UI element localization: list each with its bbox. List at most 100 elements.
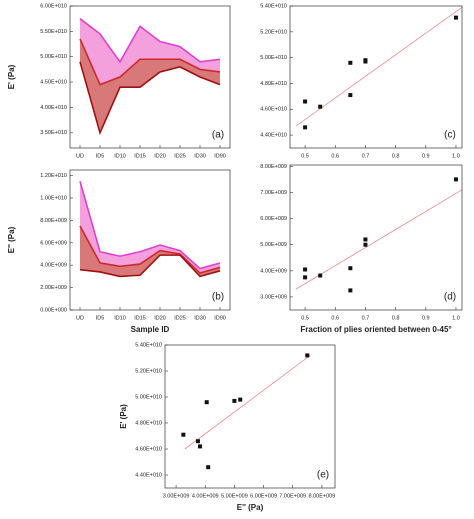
point <box>318 273 323 278</box>
x-tick-label: ID10 <box>114 153 126 159</box>
y-tick-label: 5.50E+010 <box>40 29 67 35</box>
x-tick-label: ID90 <box>214 315 226 321</box>
plot-frame <box>69 169 231 311</box>
point <box>181 432 186 437</box>
plot-frame <box>164 344 336 489</box>
y-tick-label: 4.80E+010 <box>260 81 287 87</box>
band-area <box>80 18 220 85</box>
point <box>363 242 368 247</box>
y-tick-label: 5.40E+010 <box>135 342 162 348</box>
series-line <box>79 180 221 270</box>
y-tick-label: 8.00E+009 <box>260 164 287 170</box>
y-tick-label: 0.00E+000 <box>40 307 67 313</box>
y-tick-label: 4.00E+010 <box>40 105 67 111</box>
series-line <box>79 225 221 274</box>
x-tick-label: 6.00E+009 <box>250 493 277 499</box>
y-tick-label: 1.20E+010 <box>40 173 67 179</box>
point <box>303 99 308 104</box>
y-tick-label: 3.00E+009 <box>260 294 287 300</box>
panel-label: (a) <box>212 130 224 141</box>
x-tick-label: 5.00E+009 <box>221 493 248 499</box>
x-tick-label: ID90 <box>214 153 226 159</box>
point <box>348 266 353 271</box>
x-tick-label: 8.00E+009 <box>308 493 335 499</box>
y-tick-label: 5.00E+010 <box>260 55 287 61</box>
point <box>303 125 308 130</box>
point <box>197 444 202 449</box>
y-tick-label: 7.00E+009 <box>260 190 287 196</box>
x-tick-label: ID20 <box>154 153 166 159</box>
series-line <box>79 61 221 136</box>
panel-label: (b) <box>212 292 224 303</box>
point <box>363 237 368 242</box>
series-line <box>79 18 221 64</box>
point <box>305 353 310 358</box>
y-tick-label: 1.00E+010 <box>40 195 67 201</box>
point <box>348 93 353 98</box>
y-tick-label: 5.40E+010 <box>260 3 287 9</box>
x-tick-label: ID25 <box>174 315 186 321</box>
y-tick-label: 5.00E+010 <box>40 54 67 60</box>
x-tick-label: 0.5 <box>301 315 309 321</box>
panel-label: (e) <box>317 470 329 481</box>
x-tick-label: ID10 <box>114 315 126 321</box>
point <box>348 288 353 293</box>
point <box>206 465 211 470</box>
y-tick-label: 4.60E+010 <box>260 107 287 113</box>
x-tick-label: 0.9 <box>422 315 430 321</box>
x-tick-label: 0.8 <box>392 153 400 159</box>
x-tick-label: 0.7 <box>362 153 370 159</box>
x-tick-label: 7.00E+009 <box>279 493 306 499</box>
series-line <box>79 38 221 86</box>
y-tick-label: 6.00E+009 <box>40 240 67 246</box>
y-tick-label: 2.00E+009 <box>40 285 67 291</box>
x-tick-label: ID15 <box>134 153 146 159</box>
point <box>238 397 243 402</box>
point <box>204 400 209 405</box>
x-tick-label: 0.6 <box>331 153 339 159</box>
y-tick-label: 5.00E+009 <box>260 242 287 248</box>
x-tick-label: 0.9 <box>422 153 430 159</box>
y-tick-label: 4.00E+009 <box>40 263 67 269</box>
x-tick-label: UD <box>76 153 84 159</box>
panel-label: (c) <box>444 130 456 141</box>
point <box>232 398 237 403</box>
point <box>453 177 458 182</box>
x-tick-label: ID30 <box>194 153 206 159</box>
y-tick-label: 8.00E+009 <box>40 218 67 224</box>
point <box>318 104 323 109</box>
y-tick-label: 5.20E+010 <box>260 29 287 35</box>
y-tick-label: 4.60E+010 <box>135 446 162 452</box>
y-axis-label: E'' (Pa) <box>7 226 16 253</box>
y-tick-label: 6.00E+010 <box>40 3 67 9</box>
y-tick-label: 4.40E+010 <box>260 133 287 139</box>
y-axis-label: E' (Pa) <box>7 64 16 89</box>
y-tick-label: 4.80E+010 <box>135 420 162 426</box>
x-tick-label: 1.0 <box>452 153 460 159</box>
point <box>303 275 308 280</box>
x-tick-label: 0.8 <box>392 315 400 321</box>
point <box>348 60 353 65</box>
x-axis-label: Sample ID <box>131 325 170 334</box>
trend-line <box>184 355 311 450</box>
x-tick-label: 0.5 <box>301 153 309 159</box>
x-tick-label: ID15 <box>134 315 146 321</box>
point <box>453 15 458 20</box>
panel-label: (d) <box>444 292 456 303</box>
y-tick-label: 4.40E+010 <box>135 472 162 478</box>
x-tick-label: ID25 <box>174 153 186 159</box>
trend-line <box>295 189 463 290</box>
x-tick-label: 0.7 <box>362 315 370 321</box>
plot-frame <box>69 5 231 149</box>
x-tick-label: 4.00E+009 <box>192 493 219 499</box>
y-tick-label: 5.20E+010 <box>135 368 162 374</box>
x-axis-label: Fraction of plies oriented between 0-45° <box>300 325 451 334</box>
x-tick-label: ID5 <box>96 315 105 321</box>
y-axis-label: E' (Pa) <box>119 404 128 429</box>
y-tick-label: 5.00E+010 <box>135 394 162 400</box>
plot-frame <box>289 5 463 149</box>
plot-frame <box>289 164 463 311</box>
point <box>195 439 200 444</box>
trend-line <box>295 6 463 127</box>
